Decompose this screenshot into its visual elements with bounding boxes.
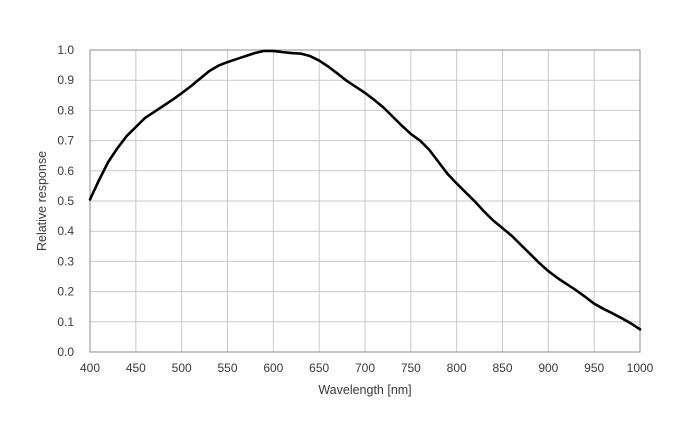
relative-response-curve — [88, 49, 642, 331]
x-tick-label: 550 — [217, 361, 237, 375]
x-tick-label: 850 — [492, 361, 512, 375]
x-axis-label: Wavelength [nm] — [318, 383, 411, 397]
y-tick-label: 0.2 — [57, 285, 74, 299]
y-tick-label: 0.4 — [57, 224, 74, 238]
x-tick-label: 750 — [401, 361, 421, 375]
y-tick-label: 0.3 — [57, 254, 74, 268]
x-tick-label: 600 — [263, 361, 283, 375]
x-tick-label: 1000 — [627, 361, 654, 375]
plot-area-frame — [89, 49, 641, 353]
x-tick-label: 400 — [80, 361, 100, 375]
x-tick-label: 950 — [584, 361, 604, 375]
y-tick-label: 0.8 — [57, 103, 74, 117]
y-tick-label: 0.9 — [57, 73, 74, 87]
x-tick-label: 650 — [309, 361, 329, 375]
y-tick-label: 1.0 — [57, 43, 74, 57]
y-tick-label: 0.1 — [57, 315, 74, 329]
x-tick-label: 800 — [447, 361, 467, 375]
x-tick-label: 450 — [126, 361, 146, 375]
y-tick-label: 0.7 — [57, 134, 74, 148]
y-tick-label: 0.6 — [57, 164, 74, 178]
y-axis-label: Relative response — [35, 151, 49, 251]
grid — [89, 49, 641, 353]
x-tick-label: 900 — [538, 361, 558, 375]
x-tick-label: 500 — [172, 361, 192, 375]
y-tick-label: 0.0 — [57, 345, 74, 359]
y-tick-label: 0.5 — [57, 194, 74, 208]
series-layer — [88, 49, 642, 331]
x-tick-label: 700 — [355, 361, 375, 375]
y-axis-ticks: 0.0 0.1 0.2 0.3 0.4 0.5 0.6 0.7 0.8 0.9 1.0 — [57, 43, 74, 359]
x-axis-ticks: 400 450 500 550 600 650 700 750 800 850 900 950 1000 — [80, 361, 654, 375]
